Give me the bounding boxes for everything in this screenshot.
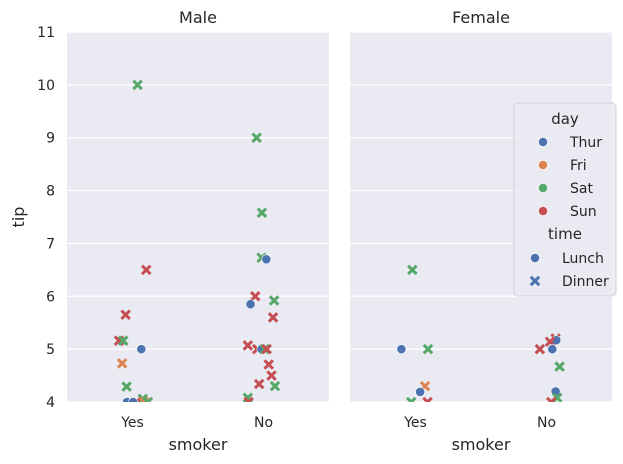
legend-marker [538, 206, 548, 216]
data-point [422, 343, 434, 355]
legend-entry: Sun [570, 204, 597, 220]
x-tick-label: Yes [403, 415, 427, 431]
data-point [261, 343, 272, 355]
y-tick-label: 9 [46, 131, 55, 147]
data-point [121, 381, 132, 392]
facet-background [67, 32, 329, 402]
legend-entry: Lunch [562, 251, 604, 267]
legend-marker [530, 253, 540, 263]
data-point [407, 264, 418, 276]
data-point [396, 344, 407, 355]
legend-entry: Dinner [562, 274, 609, 290]
legend-entry: Thur [569, 135, 602, 151]
data-point [415, 387, 426, 397]
data-point [534, 343, 546, 355]
legend-box [513, 102, 617, 297]
y-tick-label: 5 [46, 342, 55, 358]
facet-title: Male [179, 8, 217, 27]
data-points [113, 79, 565, 402]
data-point [405, 396, 417, 402]
x-tick-label: No [537, 415, 556, 431]
data-point [545, 396, 557, 402]
facet-points [396, 264, 565, 402]
legend-marker [538, 160, 548, 170]
data-point [268, 295, 280, 306]
y-tick-label: 10 [37, 78, 55, 94]
data-point [261, 254, 272, 265]
facet-points [113, 79, 281, 402]
y-tick-label: 4 [46, 395, 55, 411]
x-tick-label: Yes [120, 415, 144, 431]
data-point [242, 340, 254, 351]
data-point [128, 397, 139, 402]
legend: day Thur Fri Sat Sun time Lunch Dinner [513, 102, 617, 297]
data-point [142, 396, 154, 402]
legend-marker [538, 137, 548, 147]
data-point [243, 396, 254, 402]
x-tick-label: No [254, 415, 273, 431]
legend-marker [529, 275, 541, 287]
y-axis-label: tip [9, 207, 28, 228]
y-tick-label: 6 [46, 289, 55, 305]
facet-title: Female [452, 8, 510, 27]
y-tick-label: 11 [37, 25, 55, 41]
legend-entry: Fri [570, 158, 587, 174]
data-point [547, 344, 558, 355]
data-point [116, 358, 128, 369]
data-point [266, 370, 277, 381]
y-tick-label: 7 [46, 236, 55, 252]
legend-marker [538, 183, 548, 193]
legend-title: time [548, 225, 582, 243]
y-tick-label: 8 [46, 184, 55, 200]
data-point [117, 335, 129, 346]
data-point [120, 309, 131, 321]
data-point [269, 380, 281, 392]
x-axis-label: smoker [169, 435, 228, 454]
data-point [140, 264, 152, 276]
legend-entry: Sat [570, 181, 593, 197]
data-point [422, 396, 433, 402]
data-point [251, 132, 262, 143]
data-point [136, 344, 147, 355]
legend-title: day [551, 110, 579, 128]
data-point [263, 359, 275, 370]
data-point [267, 312, 279, 323]
data-point [132, 79, 143, 91]
data-point [256, 207, 268, 219]
data-point [253, 378, 265, 390]
data-point [554, 361, 565, 372]
data-point [245, 299, 256, 310]
x-axis-label: smoker [452, 435, 511, 454]
data-point [249, 291, 261, 302]
